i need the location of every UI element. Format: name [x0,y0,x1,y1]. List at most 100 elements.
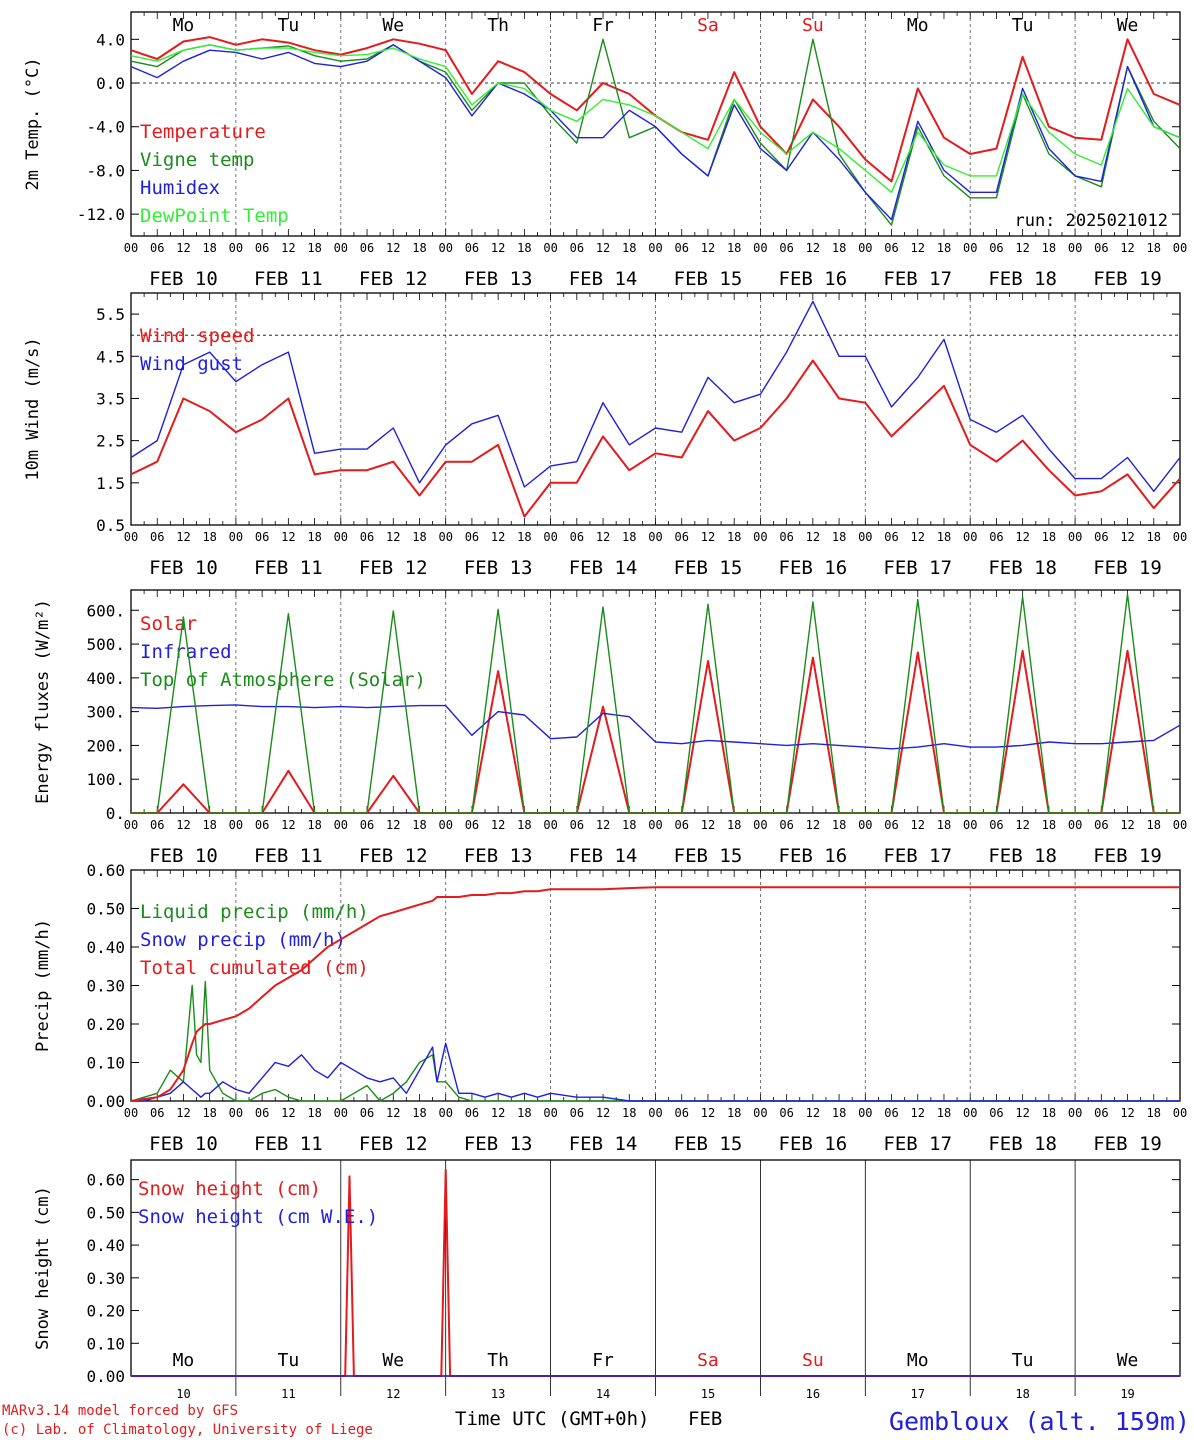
hour-tick-label: 06 [255,818,269,832]
date-label: FEB 18 [988,557,1057,579]
y-tick-label: 0.40 [86,938,125,957]
hour-tick-label: 00 [438,241,452,255]
hour-tick-label: 12 [911,1106,925,1120]
hour-tick-label: 18 [412,1106,426,1120]
hour-tick-label: 12 [701,1106,715,1120]
hour-tick-label: 12 [491,1106,505,1120]
hour-tick-label: 18 [412,530,426,544]
hour-tick-label: 12 [806,818,820,832]
hour-tick-label: 00 [753,241,767,255]
hour-tick-label: 00 [229,818,243,832]
y-tick-label: 0.40 [86,1236,125,1255]
hour-tick-label: 12 [596,530,610,544]
hour-tick-label: 06 [360,1106,374,1120]
hour-tick-label: 12 [386,818,400,832]
hour-tick-label: 06 [465,818,479,832]
hour-tick-label: 00 [963,818,977,832]
hour-tick-label: 12 [491,818,505,832]
hour-tick-label: 06 [255,241,269,255]
date-label: FEB 12 [359,557,428,579]
hour-tick-label: 12 [386,241,400,255]
hour-tick-label: 06 [255,1106,269,1120]
legend-entry: Infrared [140,641,232,663]
hour-tick-label: 06 [884,1106,898,1120]
hour-tick-label: 18 [832,530,846,544]
day-number-label: 19 [1120,1387,1134,1401]
y-tick-label: 600. [86,601,125,620]
y-tick-label: 400. [86,669,125,688]
day-number-label: 15 [701,1387,715,1401]
y-axis-label: 10m Wind (m/s) [23,337,43,480]
hour-tick-label: 06 [779,818,793,832]
series-line-1-3 [130,44,1181,221]
panel-3: 00 06 12 18 00 06 12 18 00 06 12 18 00 06 12 18 00 06 12 18… [33,589,1187,867]
site-label: Gembloux (alt. 159m) [889,1407,1190,1436]
y-tick-label: 0.50 [86,1203,125,1222]
hour-tick-label: 06 [1094,818,1108,832]
date-label: FEB 10 [149,557,218,579]
date-label: FEB 13 [464,557,533,579]
hour-tick-label: 06 [779,241,793,255]
day-number-label: 12 [386,1387,400,1401]
y-tick-label: 4.0 [96,30,125,49]
date-label: FEB 11 [254,557,323,579]
hour-tick-label: 06 [465,1106,479,1120]
weekday-label: We [1117,1350,1139,1371]
hour-tick-label: 06 [884,818,898,832]
hour-tick-label: 18 [517,818,531,832]
hour-tick-label: 06 [1094,530,1108,544]
hour-tick-label: 06 [779,530,793,544]
hour-tick-label: 18 [727,530,741,544]
y-tick-label: -8.0 [86,161,125,180]
hour-tick-label: 18 [727,818,741,832]
hour-tick-label: 12 [596,1106,610,1120]
hour-tick-label: 06 [674,530,688,544]
hour-tick-label: 00 [1068,530,1082,544]
hour-tick-label: 12 [1015,1106,1029,1120]
date-label: FEB 12 [359,268,428,290]
series-line-2-1 [130,359,1181,518]
hour-tick-label: 06 [570,1106,584,1120]
time-axis-label: Time UTC (GMT+0h) [455,1408,649,1430]
hour-tick-label: 00 [648,1106,662,1120]
hour-tick-label: 18 [307,1106,321,1120]
hour-tick-label: 06 [465,530,479,544]
hour-tick-label: 06 [989,241,1003,255]
hour-tick-label: 00 [438,530,452,544]
date-label: FEB 15 [674,1133,743,1155]
weekday-label: Mo [173,1350,195,1371]
hour-tick-label: 18 [1042,818,1056,832]
hour-tick-label: 00 [858,1106,872,1120]
hour-tick-label: 18 [937,818,951,832]
hour-tick-label: 00 [124,818,138,832]
y-axis-label: Precip (mm/h) [33,919,53,1052]
hour-tick-label: 00 [1173,241,1187,255]
weekday-label: Su [802,15,824,36]
month-label: FEB [688,1408,722,1430]
hour-tick-label: 00 [334,1106,348,1120]
legend-entry: DewPoint Temp [140,205,289,227]
y-tick-label: 0.20 [86,1302,125,1321]
panel-5: 0.60 0.50 0.40 0.30 0.20 0.10 0.00 Snow height … [33,1159,1181,1401]
y-tick-label: 300. [86,703,125,722]
hour-tick-label: 12 [176,241,190,255]
hour-tick-label: 00 [1173,530,1187,544]
hour-tick-label: 00 [858,530,872,544]
hour-tick-label: 18 [1147,530,1161,544]
hour-tick-label: 06 [360,241,374,255]
hour-tick-label: 00 [334,241,348,255]
date-label: FEB 13 [464,1133,533,1155]
date-label: FEB 17 [883,268,952,290]
hour-tick-label: 00 [124,241,138,255]
hour-tick-label: 18 [937,1106,951,1120]
hour-tick-label: 06 [570,530,584,544]
y-tick-label: 0.20 [86,1015,125,1034]
legend-entry: Top of Atmosphere (Solar) [140,669,426,691]
hour-tick-label: 18 [412,818,426,832]
hour-tick-label: 12 [1120,241,1134,255]
y-tick-label: 4.5 [96,347,125,366]
hour-tick-label: 18 [1042,1106,1056,1120]
hour-tick-label: 06 [1094,241,1108,255]
hour-tick-label: 06 [360,818,374,832]
hour-tick-label: 06 [884,241,898,255]
